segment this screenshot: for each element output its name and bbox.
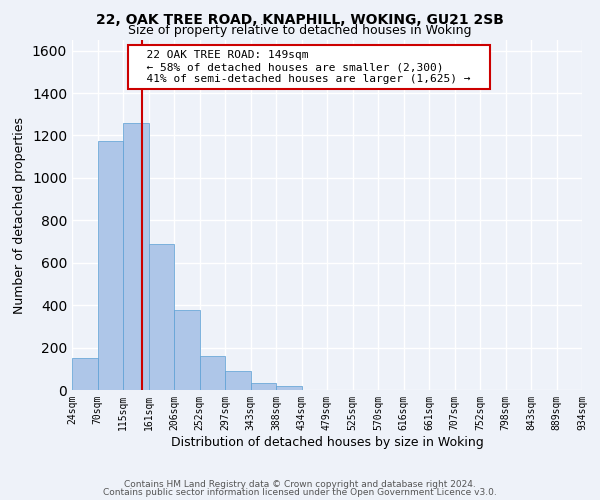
Bar — [98, 141, 123, 390]
Bar — [251, 382, 276, 390]
Text: 22 OAK TREE ROAD: 149sqm
  ← 58% of detached houses are smaller (2,300)
  41% of: 22 OAK TREE ROAD: 149sqm ← 58% of detach… — [133, 50, 484, 84]
Bar — [276, 386, 302, 390]
Text: 22, OAK TREE ROAD, KNAPHILL, WOKING, GU21 2SB: 22, OAK TREE ROAD, KNAPHILL, WOKING, GU2… — [96, 12, 504, 26]
Text: Contains public sector information licensed under the Open Government Licence v3: Contains public sector information licen… — [103, 488, 497, 497]
Bar — [225, 371, 251, 390]
Text: Contains HM Land Registry data © Crown copyright and database right 2024.: Contains HM Land Registry data © Crown c… — [124, 480, 476, 489]
Bar — [174, 310, 200, 390]
X-axis label: Distribution of detached houses by size in Woking: Distribution of detached houses by size … — [170, 436, 484, 448]
Bar — [123, 122, 149, 390]
Bar — [149, 244, 174, 390]
Bar — [200, 356, 225, 390]
Text: Size of property relative to detached houses in Woking: Size of property relative to detached ho… — [128, 24, 472, 37]
Bar — [72, 358, 98, 390]
Y-axis label: Number of detached properties: Number of detached properties — [13, 116, 26, 314]
